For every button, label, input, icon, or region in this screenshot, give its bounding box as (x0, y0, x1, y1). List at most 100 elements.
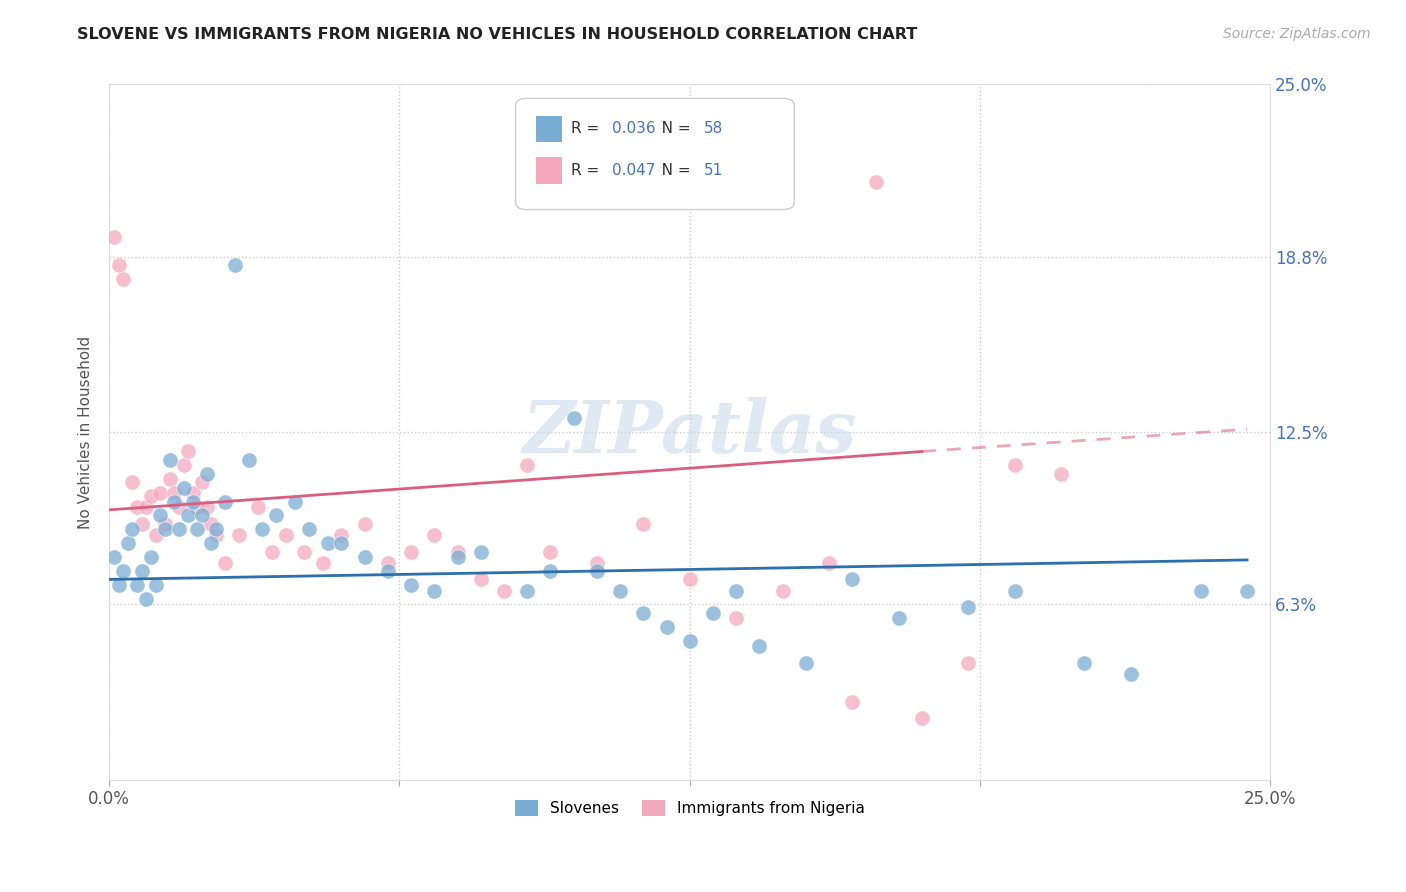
Point (887, 611, 910, 625)
Point (377, 556, 399, 570)
Point (177, 444, 200, 458)
Point (633, 606, 655, 620)
Point (139, 489, 162, 503)
Point (163, 486, 186, 500)
Point (516, 458, 538, 473)
Point (195, 500, 218, 514)
Point (107, 578, 129, 592)
Point (103, 550, 125, 565)
Point (353, 516, 375, 531)
Point (679, 633, 702, 648)
Point (725, 583, 748, 598)
Text: R =: R = (571, 120, 605, 136)
Point (112, 564, 135, 578)
Point (127, 500, 149, 514)
Point (818, 556, 841, 570)
Point (200, 516, 222, 531)
Point (139, 550, 162, 565)
Point (330, 528, 353, 542)
Point (1236, 583, 1258, 598)
Point (957, 656, 980, 670)
Point (186, 522, 208, 536)
Point (117, 536, 139, 550)
Point (181, 494, 204, 508)
Point (1004, 583, 1026, 598)
Point (1119, 667, 1142, 681)
Legend: Slovenes, Immigrants from Nigeria: Slovenes, Immigrants from Nigeria (508, 793, 872, 824)
Point (177, 508, 200, 523)
Point (702, 606, 724, 620)
Point (562, 411, 585, 425)
Point (149, 486, 172, 500)
Point (586, 556, 609, 570)
Point (228, 528, 250, 542)
Point (252, 522, 274, 536)
Point (159, 472, 181, 486)
Point (167, 522, 190, 536)
FancyBboxPatch shape (537, 116, 562, 142)
Point (121, 475, 143, 489)
Point (516, 583, 538, 598)
Point (214, 494, 236, 508)
Point (377, 564, 399, 578)
Point (266, 508, 288, 523)
Point (121, 522, 143, 536)
Point (127, 578, 149, 592)
Point (103, 230, 125, 244)
Point (205, 522, 228, 536)
Point (153, 516, 176, 531)
Point (470, 573, 492, 587)
Point (112, 272, 135, 286)
Text: 51: 51 (703, 163, 723, 178)
Point (135, 500, 157, 514)
Point (200, 536, 222, 550)
Point (316, 536, 339, 550)
Point (107, 258, 129, 272)
Point (841, 695, 863, 709)
Point (205, 528, 228, 542)
Text: 0.036: 0.036 (612, 120, 655, 136)
Point (191, 475, 214, 489)
Point (725, 611, 748, 625)
Point (260, 544, 283, 558)
Point (186, 500, 208, 514)
Text: Source: ZipAtlas.com: Source: ZipAtlas.com (1223, 27, 1371, 41)
Point (145, 578, 167, 592)
Point (292, 544, 315, 558)
Point (214, 556, 236, 570)
Point (173, 481, 195, 495)
Point (274, 528, 297, 542)
Point (865, 175, 887, 189)
FancyBboxPatch shape (537, 157, 562, 184)
Point (748, 639, 770, 653)
Point (446, 544, 468, 558)
Point (246, 500, 269, 514)
Point (298, 522, 321, 536)
Point (159, 453, 181, 467)
Point (492, 583, 515, 598)
Point (957, 600, 980, 615)
Point (173, 458, 195, 473)
Point (633, 516, 655, 531)
Point (586, 564, 609, 578)
Point (181, 486, 204, 500)
Text: N =: N = (647, 163, 696, 178)
Point (794, 656, 817, 670)
Point (399, 544, 422, 558)
Point (149, 508, 172, 523)
Point (135, 591, 157, 606)
Point (655, 620, 678, 634)
Text: 58: 58 (703, 120, 723, 136)
Point (191, 508, 214, 523)
Point (167, 500, 190, 514)
Point (609, 583, 631, 598)
Point (446, 550, 468, 565)
Point (145, 528, 167, 542)
Point (423, 528, 446, 542)
Y-axis label: No Vehicles in Household: No Vehicles in Household (79, 335, 93, 529)
Point (423, 583, 446, 598)
Point (1004, 458, 1026, 473)
Point (224, 258, 246, 272)
Text: R =: R = (571, 163, 605, 178)
Point (911, 711, 934, 725)
